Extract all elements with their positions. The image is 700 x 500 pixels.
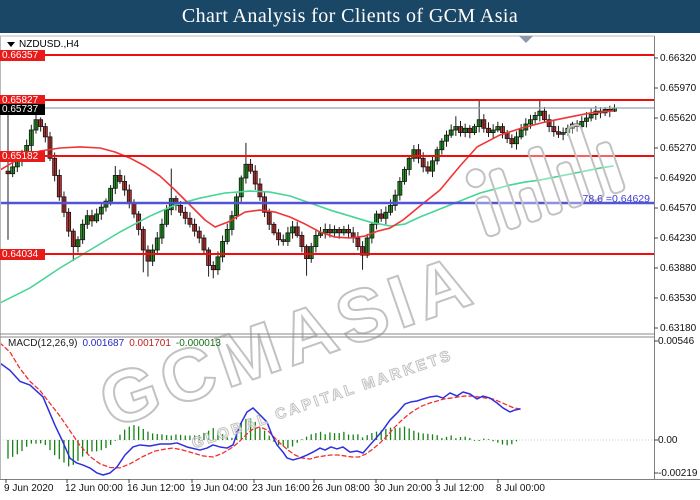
time-tick-label: 23 Jun 16:00 <box>252 483 310 494</box>
macd-signal-value: 0.001701 <box>129 338 171 349</box>
symbol-dropdown-icon <box>7 42 15 47</box>
price-tick-label: 0.63880 <box>660 263 697 274</box>
page-title: Chart Analysis for Clients of GCM Asia <box>0 0 700 33</box>
macd-tick-label: 0.00546 <box>658 336 695 347</box>
time-tick-label: 16 Jun 12:00 <box>127 483 185 494</box>
symbol-label: NZDUSD.,H4 <box>7 39 79 50</box>
level-price-badge: 0.65827 <box>0 94 45 106</box>
fibonacci-label: 78.6 =0.64629 <box>582 193 650 205</box>
macd-indicator-label: MACD(12,26,9) 0.001687 0.001701 -0.000013 <box>8 338 226 349</box>
time-tick-label: 3 Jul 12:00 <box>435 483 484 494</box>
macd-tick-label: -0.00219 <box>658 468 698 479</box>
price-tick-label: 0.64570 <box>660 203 697 214</box>
time-tick-label: 26 Jun 08:00 <box>312 483 370 494</box>
macd-main-value: 0.001687 <box>82 338 125 349</box>
macd-name: MACD(12,26,9) <box>8 338 78 349</box>
bid-price-badge: 0.65737 <box>0 103 45 115</box>
price-tick-label: 0.66320 <box>660 53 697 64</box>
price-tick-label: 0.64230 <box>660 233 697 244</box>
time-tick-label: 12 Jun 00:00 <box>65 483 123 494</box>
time-tick-label: 30 Jun 20:00 <box>374 483 432 494</box>
level-price-badge: 0.66357 <box>0 49 45 61</box>
symbol-text: NZDUSD.,H4 <box>19 39 80 50</box>
macd-hist-value: -0.000013 <box>175 338 221 349</box>
level-price-badge: 0.65182 <box>0 150 45 162</box>
price-tick-label: 0.65270 <box>660 143 697 154</box>
watermark-logo-bars <box>465 123 626 238</box>
time-tick-label: 9 Jun 2020 <box>4 483 54 494</box>
price-tick-label: 0.65970 <box>660 83 697 94</box>
level-price-badge: 0.64034 <box>0 248 45 260</box>
price-tick-label: 0.63530 <box>660 293 697 304</box>
price-tick-label: 0.65620 <box>660 113 697 124</box>
time-tick-label: 19 Jun 04:00 <box>190 483 248 494</box>
time-tick-label: 8 Jul 00:00 <box>496 483 545 494</box>
price-tick-label: 0.64920 <box>660 173 697 184</box>
price-tick-label: 0.63180 <box>660 323 697 334</box>
autoscroll-marker-icon[interactable] <box>519 36 533 43</box>
macd-tick-label: 0.00 <box>658 435 678 446</box>
